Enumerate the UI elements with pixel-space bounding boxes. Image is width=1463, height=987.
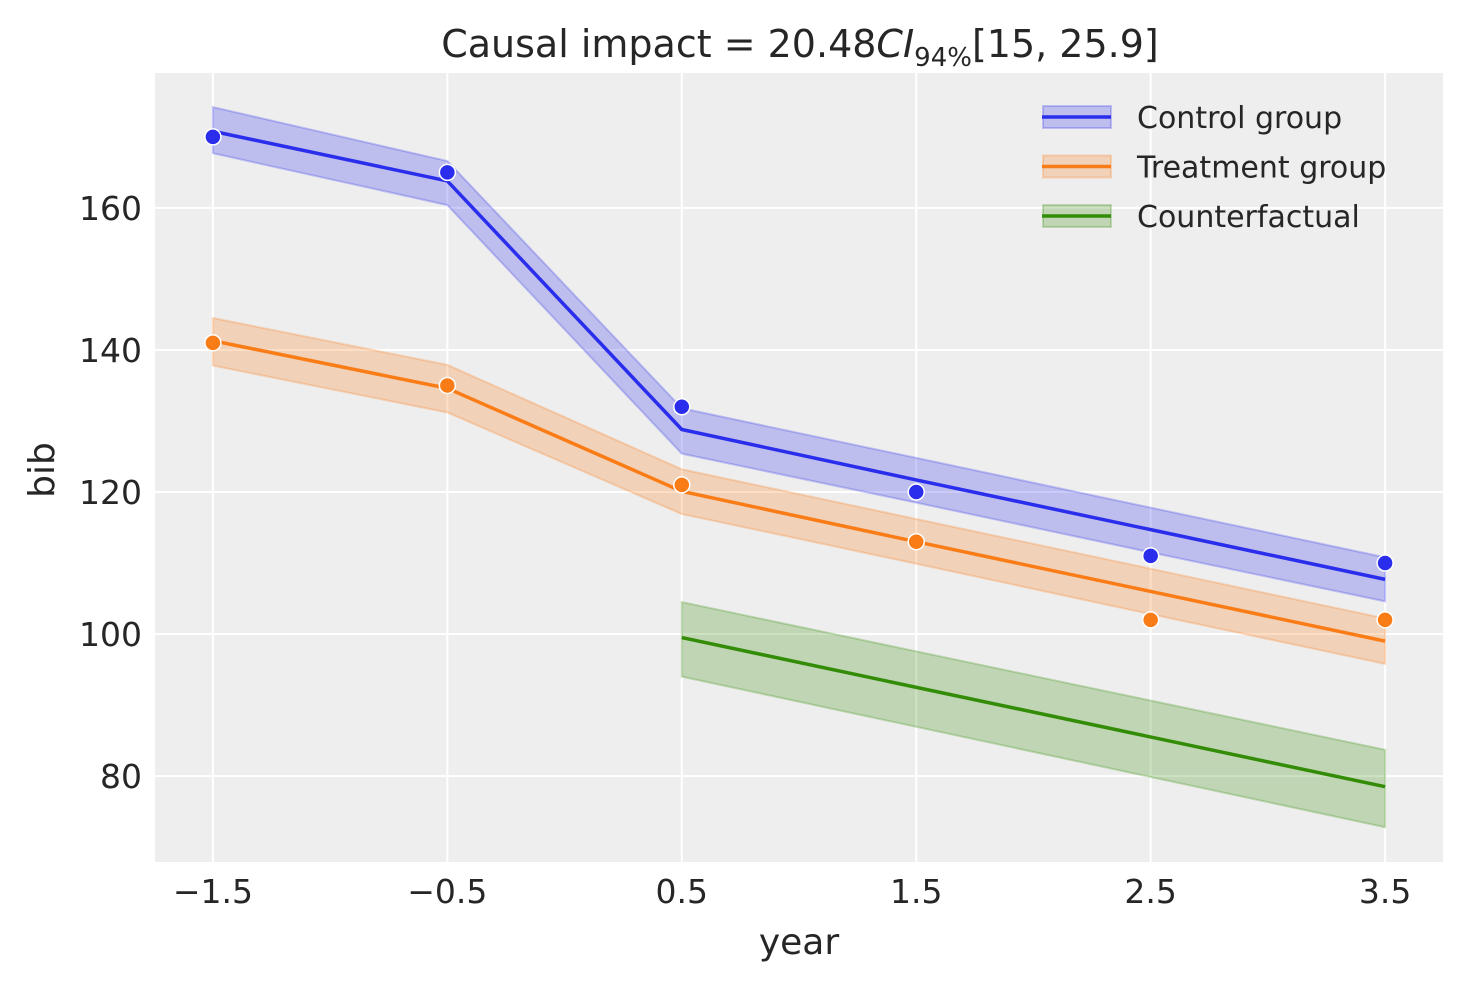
y-tick-label: 120 bbox=[79, 473, 142, 512]
treatment-group-point bbox=[1141, 611, 1160, 629]
legend-label-counterfactual: Counterfactual bbox=[1137, 200, 1360, 235]
x-tick-label: 2.5 bbox=[1124, 872, 1176, 911]
control-group-line bbox=[212, 129, 1386, 582]
treatment-group-point bbox=[1376, 611, 1394, 629]
legend-label-treatment-group: Treatment group bbox=[1136, 151, 1386, 186]
y-tick-label: 160 bbox=[79, 189, 142, 228]
chart-title: Causal impact = 20.48CI94%[15, 25.9] bbox=[441, 22, 1159, 73]
treatment-group-line bbox=[212, 339, 1386, 643]
counterfactual-line bbox=[681, 635, 1386, 789]
control-group-point bbox=[438, 163, 457, 182]
observed-points bbox=[204, 128, 1394, 629]
treatment-group-point bbox=[204, 334, 222, 352]
treatment-group-point bbox=[673, 476, 691, 494]
title-ci-subscript: 94% bbox=[914, 43, 972, 73]
treatment-group-point bbox=[907, 532, 925, 551]
title-ci: CI bbox=[876, 22, 914, 66]
treatment-group-point bbox=[438, 376, 457, 395]
counterfactual-band bbox=[680, 600, 1387, 829]
x-tick-label: 1.5 bbox=[890, 872, 942, 911]
control-group-point bbox=[1141, 547, 1160, 565]
title-prefix: Causal impact = 20.48 bbox=[441, 22, 876, 66]
y-tick-label: 80 bbox=[100, 757, 142, 796]
x-tick-label: −1.5 bbox=[173, 872, 253, 911]
x-tick-label: 0.5 bbox=[656, 872, 708, 911]
x-axis-label: year bbox=[759, 922, 840, 963]
series-lines bbox=[212, 129, 1386, 789]
tick-labels: −1.5 −0.5 0.5 1.5 2.5 3.5 80 100 120 140 160 bbox=[79, 189, 1411, 911]
legend: Control group Treatment group Counterfactu… bbox=[1042, 101, 1386, 235]
control-group-point bbox=[1376, 554, 1394, 572]
control-group-point bbox=[907, 483, 925, 501]
y-tick-label: 100 bbox=[79, 615, 142, 654]
x-tick-label: 3.5 bbox=[1359, 872, 1411, 911]
x-tick-label: −0.5 bbox=[407, 872, 487, 911]
control-group-point bbox=[204, 128, 222, 146]
title-suffix: [15, 25.9] bbox=[972, 22, 1159, 66]
legend-label-control-group: Control group bbox=[1137, 101, 1342, 136]
grid bbox=[155, 73, 1443, 862]
plot-background bbox=[155, 73, 1443, 862]
control-group-point bbox=[673, 398, 691, 416]
y-axis-label: bib bbox=[22, 442, 63, 498]
y-tick-label: 140 bbox=[79, 331, 142, 370]
